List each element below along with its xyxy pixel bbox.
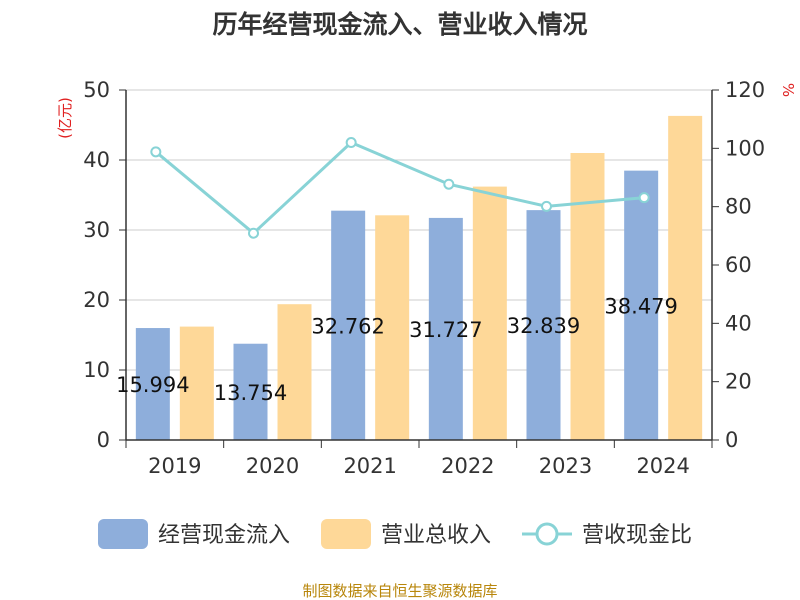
data-label-cash-inflow: 38.479 (604, 294, 677, 318)
data-label-cash-inflow: 32.762 (311, 314, 384, 338)
x-axis-tick-label: 2021 (343, 454, 396, 478)
x-axis-tick-label: 2024 (636, 454, 689, 478)
bar-cash-inflow (331, 210, 366, 440)
right-axis-tick-label: 100 (725, 136, 765, 160)
bar-revenue (570, 153, 605, 440)
ratio-line (150, 137, 650, 239)
source-note: 制图数据来自恒生聚源数据库 (302, 582, 497, 600)
x-axis-tick-label: 2020 (246, 454, 299, 478)
left-axis-unit: (亿元) (56, 97, 74, 139)
legend-swatch-revenue (321, 519, 371, 549)
left-axis-tick-label: 20 (83, 288, 110, 312)
bar-cash-inflow (233, 343, 268, 440)
left-axis-tick-label: 10 (83, 358, 110, 382)
bars (135, 115, 703, 441)
data-label-cash-inflow: 13.754 (214, 381, 287, 405)
ratio-point (638, 192, 650, 204)
ratio-point (541, 200, 552, 212)
legend-swatch-ratio-marker (535, 522, 559, 546)
bar-cash-inflow (135, 328, 170, 440)
ratio-point (248, 227, 259, 239)
left-axis-tick-label: 0 (97, 428, 110, 452)
legend-label-revenue: 营业总收入 (381, 523, 491, 548)
data-labels: 15.994 13.754 32.762 31.727 32.839 38.479 (116, 294, 678, 405)
right-axis-tick-label: 20 (725, 370, 752, 394)
bar-cash-inflow (428, 217, 463, 440)
bar-cash-inflow (624, 170, 659, 440)
bar-revenue (375, 215, 410, 440)
right-axis-unit: % (779, 83, 797, 97)
ratio-point (150, 146, 162, 158)
right-axis-tick-label: 80 (725, 195, 752, 219)
right-axis-tick-label: 40 (725, 311, 752, 335)
bar-cash-inflow (526, 210, 561, 440)
data-label-cash-inflow: 31.727 (409, 318, 482, 342)
legend-label-ratio: 营收现金比 (582, 523, 692, 548)
legend-label-cash-inflow: 经营现金流入 (158, 523, 290, 548)
right-axis-tick-label: 0 (725, 428, 738, 452)
legend: 经营现金流入 营业总收入 营收现金比 (98, 519, 692, 549)
grid-lines (126, 89, 712, 371)
bar-revenue (668, 115, 703, 441)
x-axis-tick-label: 2019 (148, 454, 201, 478)
legend-swatch-cash-inflow (98, 519, 148, 549)
left-axis-tick-label: 40 (83, 148, 110, 172)
bar-revenue (179, 326, 214, 440)
ratio-line-path (154, 140, 645, 236)
right-axis-tick-label: 60 (725, 253, 752, 277)
x-axis-tick-label: 2023 (539, 454, 592, 478)
ratio-point (345, 137, 357, 148)
bar-revenue (277, 304, 312, 440)
ratio-point (443, 178, 455, 190)
chart-title: 历年经营现金流入、营业收入情况 (212, 10, 587, 39)
data-label-cash-inflow: 15.994 (116, 373, 189, 397)
left-axis-tick-label: 30 (83, 218, 110, 242)
right-axis-tick-label: 120 (725, 78, 765, 102)
x-axis-tick-label: 2022 (441, 454, 494, 478)
data-label-cash-inflow: 32.839 (507, 314, 580, 338)
left-axis-tick-label: 50 (83, 78, 110, 102)
bar-revenue (472, 186, 507, 440)
axes: 0 10 20 30 40 50 0 20 40 60 80 100 120 2019 2020 2021 20… (83, 78, 765, 478)
